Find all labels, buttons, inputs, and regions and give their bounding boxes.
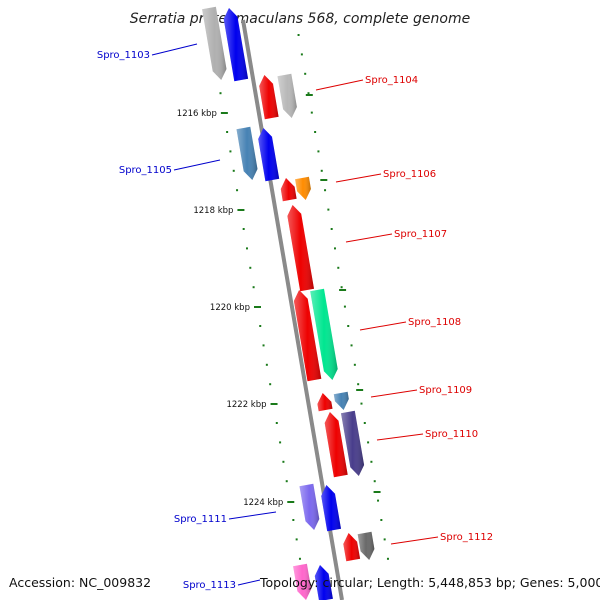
gene-spro_1108[interactable]	[293, 288, 338, 382]
gene-arrow-shade	[324, 412, 348, 478]
gene-arrow-shade	[259, 75, 279, 120]
gene-labels: Spro_1103 Spro_1104 Spro_1105 Spro_1106 Spro…	[97, 43, 493, 591]
gene-label-connector	[228, 511, 277, 520]
scale-label: 1222 kbp	[226, 400, 266, 410]
gene-label-spro_1108[interactable]: Spro_1108	[408, 317, 461, 328]
gene-label-connector	[345, 233, 393, 243]
gene-label-connector	[390, 536, 439, 545]
gene-arrow-shade	[295, 176, 311, 200]
gene-label-spro_1107[interactable]: Spro_1107	[394, 229, 447, 240]
gene-arrow-shade	[357, 531, 375, 560]
gene-label-spro_1104[interactable]: Spro_1104	[365, 75, 418, 86]
gene-spro_1103[interactable]	[202, 6, 249, 82]
gene-arrow-shade	[343, 533, 361, 562]
scale-label: 1218 kbp	[193, 206, 233, 216]
gene-arrow-shade	[293, 290, 322, 382]
gene-spro_1107[interactable]	[287, 205, 314, 292]
gene-label-connector	[173, 159, 221, 171]
gene-arrow-shade	[317, 393, 333, 412]
gene-arrow-shade	[299, 483, 320, 530]
gene-label-connector	[151, 43, 198, 56]
gene-label-connector	[237, 579, 261, 586]
gene-spro_1104[interactable]	[259, 73, 297, 120]
gene-arrow-shade	[341, 410, 365, 476]
gene-spro_1113[interactable]	[293, 563, 333, 600]
gene-arrow-shade	[314, 565, 333, 600]
gene-label-spro_1110[interactable]: Spro_1110	[425, 429, 478, 440]
scale-label: 1220 kbp	[210, 303, 250, 313]
gene-label-connector	[376, 433, 424, 441]
gene-label-spro_1106[interactable]: Spro_1106	[383, 169, 436, 180]
gene-arrow-shade	[277, 73, 297, 118]
gene-arrow-shade	[321, 485, 341, 532]
gene-spro_1110[interactable]	[324, 410, 365, 478]
gene-features	[202, 6, 375, 600]
gene-arrow-shade	[202, 6, 227, 80]
gene-arrow-shade	[333, 391, 349, 410]
gene-spro_1105[interactable]	[236, 126, 280, 182]
gene-spro_1106[interactable]	[280, 176, 311, 202]
gene-arrow-shade	[280, 178, 297, 202]
gene-arrow-shade	[287, 205, 314, 292]
scale-label: 1216 kbp	[177, 109, 217, 119]
gene-label-spro_1112[interactable]: Spro_1112	[440, 532, 493, 543]
gene-label-spro_1111[interactable]: Spro_1111	[174, 514, 227, 525]
gene-label-connector	[359, 321, 407, 331]
gene-label-spro_1103[interactable]: Spro_1103	[97, 50, 150, 61]
map-title: Serratia proteamaculans 568, complete ge…	[130, 11, 470, 27]
gene-label-connector	[370, 389, 418, 398]
gene-arrow-shade	[258, 128, 280, 182]
gene-arrow-shade	[293, 563, 312, 600]
topology-text: Topology: circular; Length: 5,448,853 bp…	[259, 575, 600, 590]
gene-arrow-shade	[223, 8, 249, 82]
gene-spro_1111[interactable]	[299, 483, 342, 532]
gene-spro_1112[interactable]	[343, 531, 375, 562]
gene-label-spro_1109[interactable]: Spro_1109	[419, 385, 472, 396]
gene-arrow-shade	[310, 288, 338, 380]
gene-spro_1109[interactable]	[317, 391, 349, 412]
gene-label-connector	[315, 79, 364, 91]
gene-arrow-shade	[236, 126, 258, 180]
gene-label-spro_1113[interactable]: Spro_1113	[183, 580, 236, 591]
accession-text: Accession: NC_009832	[9, 575, 151, 590]
scale-labels: 1216 kbp 1218 kbp 1220 kbp 1222 kbp 1224 kbp	[177, 109, 295, 508]
scale-label: 1224 kbp	[243, 498, 283, 508]
gene-label-spro_1105[interactable]: Spro_1105	[119, 165, 172, 176]
gene-label-connector	[335, 173, 382, 183]
